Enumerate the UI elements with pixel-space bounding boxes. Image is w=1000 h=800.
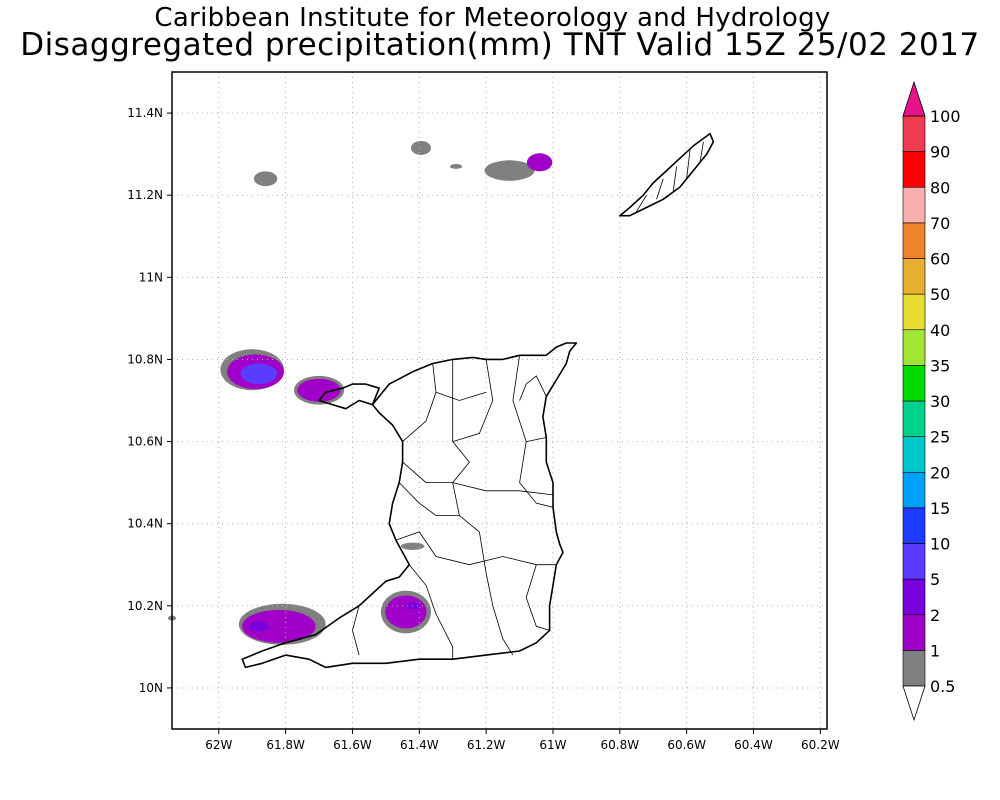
region-boundary-7 [402, 363, 437, 442]
x-tick-label-6: 60.8W [601, 738, 640, 752]
region-boundary-5 [479, 531, 514, 656]
y-tick-label-5: 11N [139, 270, 163, 284]
colorbar-label-20: 20 [930, 463, 950, 482]
colorbar-label-35: 35 [930, 356, 950, 375]
grid-lines [172, 72, 827, 729]
region-boundary-11 [435, 391, 487, 401]
colorbar-label-10: 10 [930, 535, 950, 554]
title-line-1: Caribbean Institute for Meteorology and … [154, 3, 831, 33]
tobago-boundary-4 [699, 141, 704, 163]
tobago-boundary-1 [656, 178, 664, 200]
y-tick-label-1: 10.2N [127, 599, 163, 613]
title-line-2: Disaggregated precipitation(mm) TNT Vali… [20, 27, 980, 63]
colorbar-label-5: 5 [930, 570, 940, 589]
x-tick-label-9: 60.2W [801, 738, 840, 752]
x-tick-label-4: 61.2W [467, 738, 506, 752]
precipitation-layer [167, 140, 553, 645]
colorbar-box-40 [902, 329, 926, 366]
colorbar-box-15 [902, 507, 926, 544]
precip-area-9 [297, 378, 341, 402]
colorbar-box-60 [902, 258, 926, 295]
colorbar-box-100 [902, 115, 926, 152]
colorbar-label-40: 40 [930, 321, 950, 340]
region-boundary-12 [398, 482, 460, 516]
land-outlines [241, 132, 715, 669]
y-tick-label-6: 11.2N [127, 188, 163, 202]
x-tick-label-3: 61.4W [400, 738, 439, 752]
x-tick-label-1: 61.8W [266, 738, 305, 752]
x-tick-label-5: 61W [539, 738, 566, 752]
colorbar-label-60: 60 [930, 250, 950, 269]
colorbar-top-arrow [902, 80, 926, 117]
colorbar-box-1 [902, 650, 926, 687]
colorbar-box-25 [902, 436, 926, 473]
colorbar-box-90 [902, 151, 926, 188]
colorbar-box-2 [902, 614, 926, 651]
y-tick-label-3: 10.6N [127, 435, 163, 449]
region-boundary-9 [519, 375, 547, 401]
precip-area-7 [240, 363, 278, 385]
precip-area-3 [484, 160, 535, 181]
x-tick-label-8: 60.4W [734, 738, 773, 752]
colorbar-box-70 [902, 222, 926, 259]
axis-ticks: 62W 61.8W 61.6W 61.4W 61.2W 61W 60.8W 60.6W 60.4… [127, 106, 839, 752]
map-frame [171, 71, 828, 730]
nw-peninsula-coastline [318, 383, 381, 410]
y-tick-label-4: 10.8N [127, 352, 163, 366]
colorbar-label-70: 70 [930, 214, 950, 233]
colorbar-bottom-arrow [902, 685, 926, 722]
colorbar-label-2: 2 [930, 606, 940, 625]
region-boundary-10 [526, 437, 547, 442]
precip-area-1 [410, 140, 431, 155]
colorbar-label-80: 80 [930, 178, 950, 197]
region-boundary-0 [452, 359, 480, 533]
colorbar-label-30: 30 [930, 392, 950, 411]
colorbar-label-0.5: 0.5 [930, 677, 955, 696]
colorbar-box-35 [902, 365, 926, 402]
colorbar-label-100: 100 [930, 107, 961, 126]
x-tick-label-0: 62W [205, 738, 232, 752]
tobago-boundary-3 [686, 149, 691, 179]
precip-area-12 [248, 621, 269, 632]
precip-area-14 [385, 595, 427, 629]
region-boundary-4 [408, 564, 454, 660]
colorbar-label-90: 90 [930, 143, 950, 162]
y-tick-label-0: 10N [139, 681, 163, 695]
y-tick-label-2: 10.4N [127, 517, 163, 531]
colorbar-box-10 [902, 543, 926, 580]
colorbar-box-20 [902, 471, 926, 509]
colorbar-label-25: 25 [930, 428, 950, 447]
precip-area-16 [400, 542, 425, 550]
colorbar-label-15: 15 [930, 499, 950, 518]
colorbar-box-80 [902, 186, 926, 224]
y-tick-label-7: 11.4N [127, 106, 163, 120]
tobago-coastline [618, 132, 715, 217]
region-boundary-13 [525, 564, 550, 631]
x-tick-label-2: 61.6W [333, 738, 372, 752]
tobago-boundary-2 [672, 166, 677, 192]
x-tick-label-7: 60.6W [667, 738, 706, 752]
precip-area-4 [526, 153, 553, 172]
precip-area-11 [242, 609, 316, 643]
tobago-boundary-0 [636, 194, 647, 212]
region-boundary-2 [402, 461, 554, 496]
precip-area-0 [253, 171, 278, 187]
colorbar-box-5 [902, 578, 926, 616]
colorbar-label-1: 1 [930, 641, 940, 660]
region-boundary-8 [452, 359, 494, 442]
colorbar-label-50: 50 [930, 285, 950, 304]
colorbar-box-50 [902, 293, 926, 331]
precip-area-2 [450, 163, 463, 169]
region-boundary-1 [512, 355, 554, 508]
region-boundary-6 [352, 605, 360, 656]
colorbar-box-30 [902, 400, 926, 437]
